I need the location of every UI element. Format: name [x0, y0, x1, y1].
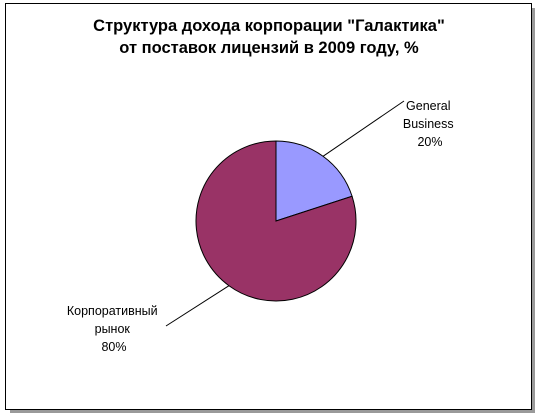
frame-shadow-right [532, 8, 535, 413]
leader-line-general-business [322, 100, 405, 157]
frame-shadow-bottom [10, 410, 535, 413]
slice-label-general-business-line-1: General [406, 99, 450, 113]
chart-title-line-2: от поставок лицензий в 2009 году, % [119, 39, 419, 57]
leader-lines [165, 100, 405, 327]
pie-slices [195, 140, 357, 302]
slice-label-corporate-market-line-1: Корпоративный [67, 304, 158, 318]
slice-label-corporate-market-line-2: рынок [95, 322, 131, 336]
slice-label-general-business-line-2: Business [403, 117, 454, 131]
slice-label-general-business: General Business 20% [403, 99, 457, 149]
chart-title: Структура дохода корпорации "Галактика" … [0, 15, 538, 59]
slice-label-general-business-percent: 20% [417, 135, 442, 149]
chart-title-line-1: Структура дохода корпорации "Галактика" [93, 17, 445, 35]
leader-line-corporate-market [165, 285, 230, 327]
slice-label-corporate-market: Корпоративный рынок 80% [67, 304, 161, 354]
slice-label-corporate-market-percent: 80% [101, 340, 126, 354]
